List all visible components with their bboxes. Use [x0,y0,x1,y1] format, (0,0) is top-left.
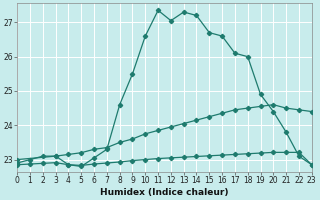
X-axis label: Humidex (Indice chaleur): Humidex (Indice chaleur) [100,188,229,197]
